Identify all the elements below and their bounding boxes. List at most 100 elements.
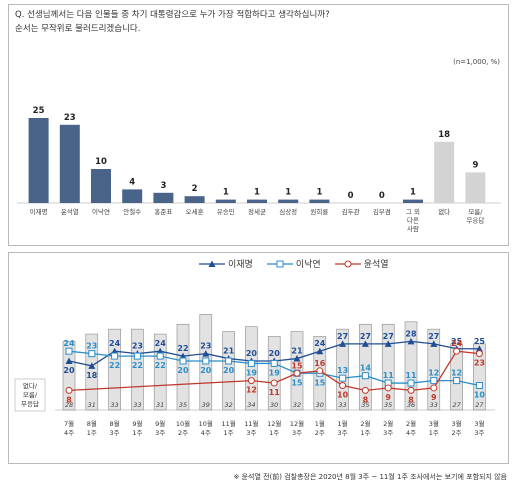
series-marker — [453, 377, 461, 385]
series-data-label: 15 — [291, 378, 303, 387]
x-tick-label: 2월 3주 — [383, 419, 393, 437]
category-label: 김부겸 — [373, 208, 391, 216]
series-data-label: 12 — [428, 369, 439, 378]
chart-title: Q. 선생님께서는 다음 인물들 중 차기 대통령감으로 누가 가장 적합하다고… — [15, 10, 330, 20]
bar — [434, 141, 455, 203]
series-marker — [407, 337, 415, 345]
series-marker — [202, 350, 210, 357]
series-data-label: 11 — [383, 371, 395, 380]
series-data-label: 27 — [360, 332, 371, 341]
series-marker — [247, 359, 255, 367]
bar — [403, 199, 423, 203]
x-tick-label: 10월 2주 — [176, 419, 190, 437]
x-tick-label: 12월 3주 — [290, 419, 304, 437]
series-data-label: 11 — [405, 371, 417, 380]
series-data-label: 10 — [337, 391, 349, 400]
background-bar-label: 31 — [156, 401, 164, 409]
series-marker — [316, 367, 324, 375]
series-marker — [111, 352, 119, 360]
legend-item-yoon-seokyeol: 윤석열 — [334, 257, 389, 270]
series-marker — [133, 352, 141, 360]
legend-circle-icon — [334, 260, 361, 267]
x-tick-label: 1월 3주 — [338, 419, 348, 437]
background-bar-label: 32 — [224, 401, 232, 409]
series-marker — [293, 355, 301, 362]
category-label: 홍준표 — [154, 207, 172, 216]
data-label: 2 — [192, 184, 198, 194]
series-marker — [65, 357, 73, 364]
sample-note: (n=1,000, %) — [453, 58, 500, 66]
data-label: 1 — [316, 188, 322, 198]
series-marker — [407, 386, 415, 394]
x-tick-label: 1월 2주 — [315, 419, 325, 437]
series-marker — [247, 377, 255, 385]
series-data-label: 27 — [383, 332, 394, 341]
series-marker — [430, 340, 438, 347]
series-data-label: 8 — [408, 395, 414, 404]
background-bar-label: 36 — [407, 401, 415, 409]
series-data-label: 23 — [86, 342, 97, 351]
series-data-label: 24 — [451, 339, 463, 348]
category-label: 오세훈 — [186, 207, 204, 216]
bar — [278, 199, 299, 203]
series-marker — [65, 347, 73, 355]
background-bar-label: 35 — [384, 401, 392, 409]
x-tick-label: 12월 1주 — [267, 419, 281, 437]
background-bar-label: 33 — [430, 401, 438, 409]
data-label: 1 — [254, 188, 260, 198]
question-text: Q. 선생님께서는 다음 인물들 중 차기 대통령감으로 누가 가장 적합하다고… — [15, 8, 330, 36]
category-label: 안철수 — [123, 207, 141, 216]
background-label-box — [14, 378, 46, 412]
series-data-label: 20 — [177, 366, 189, 375]
x-tick-label: 3월 2주 — [452, 419, 462, 437]
data-label: 3 — [160, 181, 166, 191]
series-line-2 — [68, 350, 480, 392]
x-tick-label: 3월 3주 — [474, 419, 484, 437]
category-label: 윤석열 — [61, 207, 79, 216]
bar — [247, 199, 267, 203]
series-data-label: 13 — [337, 366, 348, 375]
background-bar-label: 33 — [133, 401, 141, 409]
x-tick-label: 9월 3주 — [155, 419, 165, 437]
series-marker — [361, 340, 369, 347]
series-marker — [453, 347, 461, 355]
x-tick-label: 2월 4주 — [406, 419, 416, 437]
series-data-label: 22 — [109, 361, 120, 370]
series-data-label: 27 — [428, 332, 439, 341]
series-data-label: 8 — [363, 395, 369, 404]
background-bar-label: 27 — [452, 401, 461, 409]
bar — [465, 172, 486, 203]
data-label: 4 — [129, 177, 135, 187]
bar — [309, 199, 330, 203]
series-data-label: 24 — [155, 339, 167, 348]
legend-item-lee-nakyon: 이낙연 — [266, 257, 321, 270]
legend-label: 이재명 — [228, 260, 253, 270]
series-marker — [361, 372, 369, 380]
series-marker — [430, 377, 438, 385]
category-label: 원희룡 — [310, 207, 328, 216]
series-data-label: 19 — [269, 368, 281, 377]
series-marker — [270, 359, 278, 367]
series-data-label: 20 — [200, 366, 212, 375]
background-bar-label: 32 — [293, 401, 301, 409]
legend-triangle-icon — [199, 260, 225, 267]
series-data-label: 20 — [223, 366, 235, 375]
series-data-label: 23 — [474, 359, 485, 368]
series-marker — [407, 379, 415, 387]
category-label: 없다 — [438, 207, 450, 216]
x-tick-label: 11월 1주 — [221, 419, 235, 437]
series-marker — [156, 352, 164, 360]
series-data-label: 27 — [337, 332, 348, 341]
series-marker — [339, 374, 347, 382]
series-marker — [293, 369, 301, 377]
series-marker — [475, 345, 483, 352]
legend-label: 이낙연 — [295, 260, 321, 270]
x-tick-label: 8월 1주 — [87, 419, 97, 437]
series-marker — [202, 357, 210, 365]
series-data-label: 9 — [431, 393, 437, 402]
series-data-label: 25 — [451, 337, 463, 346]
bar-chart: 25이재명23윤석열10이낙연4안철수3홍준표2오세훈1유승민1정세균1심상정1… — [17, 106, 501, 233]
x-tick-label: 11월 3주 — [244, 419, 258, 437]
series-marker — [361, 386, 369, 394]
series-data-label: 24 — [63, 339, 75, 348]
